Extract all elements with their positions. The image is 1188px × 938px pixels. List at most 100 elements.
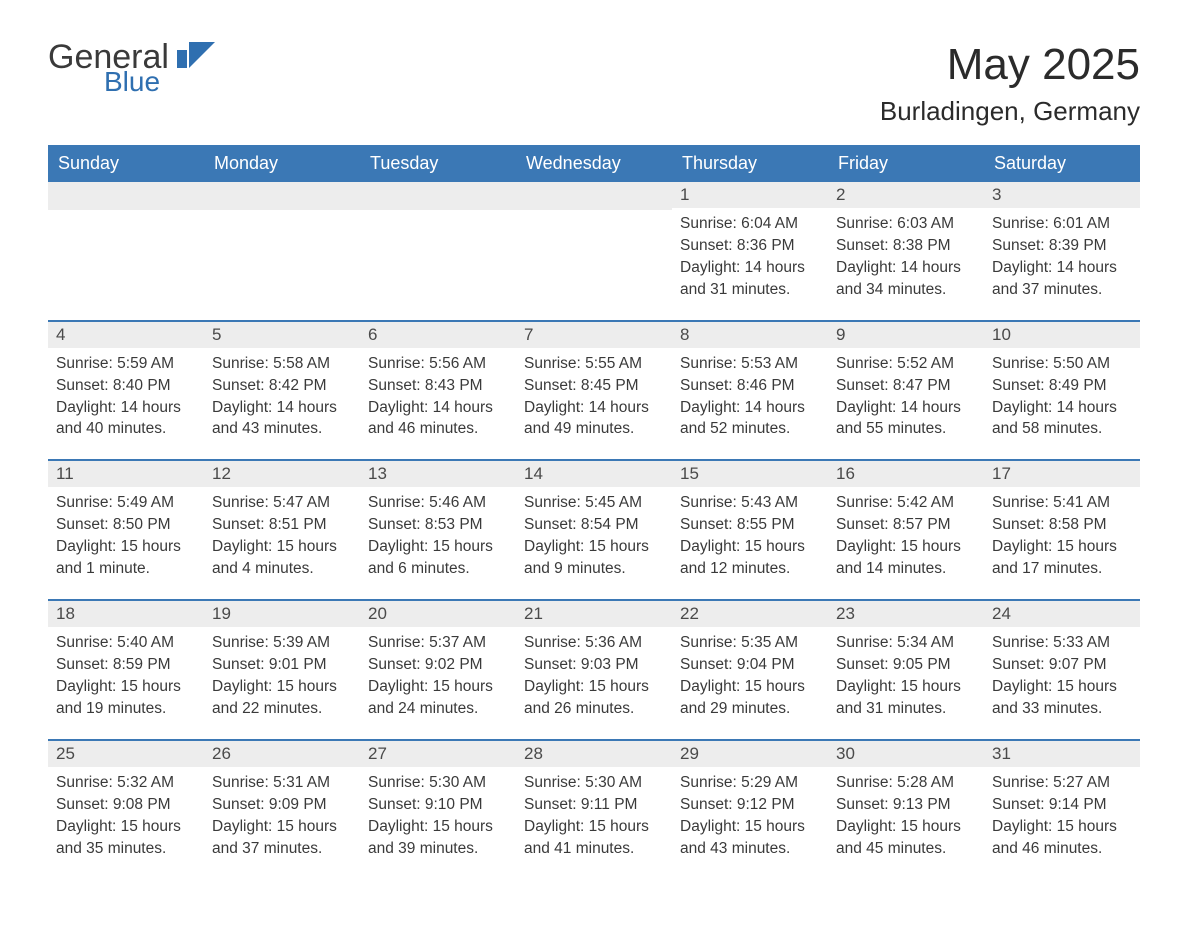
- day-body: Sunrise: 5:32 AMSunset: 9:08 PMDaylight:…: [48, 767, 204, 879]
- day-body: Sunrise: 5:30 AMSunset: 9:10 PMDaylight:…: [360, 767, 516, 879]
- sunrise-label: Sunrise: 5:49 AM: [56, 493, 196, 514]
- sunset-label: Sunset: 8:54 PM: [524, 515, 664, 536]
- day-cell: 25Sunrise: 5:32 AMSunset: 9:08 PMDayligh…: [48, 739, 204, 879]
- day-number: 13: [360, 459, 516, 487]
- day-number: 11: [48, 459, 204, 487]
- day-body: Sunrise: 5:49 AMSunset: 8:50 PMDaylight:…: [48, 487, 204, 599]
- daylight-label-line2: and 31 minutes.: [836, 699, 976, 720]
- day-number: 28: [516, 739, 672, 767]
- weekday-header: Thursday: [672, 145, 828, 182]
- day-number: 19: [204, 599, 360, 627]
- day-body: Sunrise: 5:56 AMSunset: 8:43 PMDaylight:…: [360, 348, 516, 460]
- day-number: [48, 182, 204, 210]
- daylight-label-line2: and 17 minutes.: [992, 559, 1132, 580]
- daylight-label-line1: Daylight: 15 hours: [836, 677, 976, 698]
- sunrise-label: Sunrise: 5:29 AM: [680, 773, 820, 794]
- sunset-label: Sunset: 8:43 PM: [368, 376, 508, 397]
- day-number: 29: [672, 739, 828, 767]
- daylight-label-line1: Daylight: 14 hours: [212, 398, 352, 419]
- day-body: Sunrise: 5:29 AMSunset: 9:12 PMDaylight:…: [672, 767, 828, 879]
- daylight-label-line1: Daylight: 15 hours: [836, 817, 976, 838]
- sunrise-label: Sunrise: 5:33 AM: [992, 633, 1132, 654]
- sunrise-label: Sunrise: 5:50 AM: [992, 354, 1132, 375]
- day-cell: 22Sunrise: 5:35 AMSunset: 9:04 PMDayligh…: [672, 599, 828, 739]
- sunset-label: Sunset: 8:46 PM: [680, 376, 820, 397]
- sunset-label: Sunset: 8:59 PM: [56, 655, 196, 676]
- daylight-label-line2: and 46 minutes.: [992, 839, 1132, 860]
- daylight-label-line1: Daylight: 14 hours: [680, 258, 820, 279]
- calendar: Sunday Monday Tuesday Wednesday Thursday…: [48, 145, 1140, 878]
- sunset-label: Sunset: 9:02 PM: [368, 655, 508, 676]
- sunset-label: Sunset: 8:40 PM: [56, 376, 196, 397]
- daylight-label-line2: and 39 minutes.: [368, 839, 508, 860]
- sunset-label: Sunset: 9:03 PM: [524, 655, 664, 676]
- daylight-label-line1: Daylight: 15 hours: [524, 537, 664, 558]
- day-cell: 21Sunrise: 5:36 AMSunset: 9:03 PMDayligh…: [516, 599, 672, 739]
- day-cell: 14Sunrise: 5:45 AMSunset: 8:54 PMDayligh…: [516, 459, 672, 599]
- daylight-label-line1: Daylight: 14 hours: [992, 258, 1132, 279]
- daylight-label-line2: and 26 minutes.: [524, 699, 664, 720]
- daylight-label-line2: and 4 minutes.: [212, 559, 352, 580]
- day-number: 22: [672, 599, 828, 627]
- day-body: Sunrise: 5:52 AMSunset: 8:47 PMDaylight:…: [828, 348, 984, 460]
- daylight-label-line2: and 46 minutes.: [368, 419, 508, 440]
- day-body: Sunrise: 5:45 AMSunset: 8:54 PMDaylight:…: [516, 487, 672, 599]
- sunrise-label: Sunrise: 5:32 AM: [56, 773, 196, 794]
- sunset-label: Sunset: 9:11 PM: [524, 795, 664, 816]
- daylight-label-line1: Daylight: 15 hours: [524, 817, 664, 838]
- day-cell: 29Sunrise: 5:29 AMSunset: 9:12 PMDayligh…: [672, 739, 828, 879]
- sunrise-label: Sunrise: 6:04 AM: [680, 214, 820, 235]
- daylight-label-line2: and 12 minutes.: [680, 559, 820, 580]
- daylight-label-line2: and 37 minutes.: [992, 280, 1132, 301]
- sunrise-label: Sunrise: 5:45 AM: [524, 493, 664, 514]
- sunset-label: Sunset: 9:01 PM: [212, 655, 352, 676]
- sunset-label: Sunset: 9:08 PM: [56, 795, 196, 816]
- day-cell: 6Sunrise: 5:56 AMSunset: 8:43 PMDaylight…: [360, 320, 516, 460]
- weekday-header: Monday: [204, 145, 360, 182]
- daylight-label-line2: and 45 minutes.: [836, 839, 976, 860]
- title-block: May 2025 Burladingen, Germany: [880, 40, 1140, 127]
- day-number: 12: [204, 459, 360, 487]
- day-cell: [516, 182, 672, 320]
- day-number: 14: [516, 459, 672, 487]
- day-body: Sunrise: 6:03 AMSunset: 8:38 PMDaylight:…: [828, 208, 984, 320]
- sunset-label: Sunset: 8:45 PM: [524, 376, 664, 397]
- sunrise-label: Sunrise: 5:52 AM: [836, 354, 976, 375]
- daylight-label-line1: Daylight: 15 hours: [212, 677, 352, 698]
- week-row: 18Sunrise: 5:40 AMSunset: 8:59 PMDayligh…: [48, 599, 1140, 739]
- day-body: Sunrise: 5:27 AMSunset: 9:14 PMDaylight:…: [984, 767, 1140, 879]
- day-number: 5: [204, 320, 360, 348]
- day-cell: 4Sunrise: 5:59 AMSunset: 8:40 PMDaylight…: [48, 320, 204, 460]
- day-body: Sunrise: 5:36 AMSunset: 9:03 PMDaylight:…: [516, 627, 672, 739]
- sunrise-label: Sunrise: 5:39 AM: [212, 633, 352, 654]
- day-cell: 11Sunrise: 5:49 AMSunset: 8:50 PMDayligh…: [48, 459, 204, 599]
- day-body: Sunrise: 5:59 AMSunset: 8:40 PMDaylight:…: [48, 348, 204, 460]
- daylight-label-line1: Daylight: 14 hours: [836, 258, 976, 279]
- sunset-label: Sunset: 8:50 PM: [56, 515, 196, 536]
- daylight-label-line2: and 6 minutes.: [368, 559, 508, 580]
- sunset-label: Sunset: 9:12 PM: [680, 795, 820, 816]
- weeks-container: 1Sunrise: 6:04 AMSunset: 8:36 PMDaylight…: [48, 182, 1140, 878]
- day-cell: 19 Sunrise: 5:39 AMSunset: 9:01 PMDayligh…: [204, 599, 360, 739]
- daylight-label-line1: Daylight: 15 hours: [212, 537, 352, 558]
- sunset-label: Sunset: 8:53 PM: [368, 515, 508, 536]
- page-title: May 2025: [880, 40, 1140, 90]
- day-number: 10: [984, 320, 1140, 348]
- sunrise-label: Sunrise: 5:55 AM: [524, 354, 664, 375]
- daylight-label-line1: Daylight: 15 hours: [368, 677, 508, 698]
- day-body: Sunrise: 5:37 AMSunset: 9:02 PMDaylight:…: [360, 627, 516, 739]
- day-number: 30: [828, 739, 984, 767]
- weekday-header: Sunday: [48, 145, 204, 182]
- daylight-label-line2: and 1 minute.: [56, 559, 196, 580]
- sunrise-label: Sunrise: 5:53 AM: [680, 354, 820, 375]
- day-body: Sunrise: 5:28 AMSunset: 9:13 PMDaylight:…: [828, 767, 984, 879]
- sunset-label: Sunset: 9:10 PM: [368, 795, 508, 816]
- sunset-label: Sunset: 8:49 PM: [992, 376, 1132, 397]
- day-cell: [360, 182, 516, 320]
- daylight-label-line1: Daylight: 15 hours: [680, 537, 820, 558]
- day-number: 24: [984, 599, 1140, 627]
- day-cell: 28Sunrise: 5:30 AMSunset: 9:11 PMDayligh…: [516, 739, 672, 879]
- daylight-label-line1: Daylight: 15 hours: [368, 537, 508, 558]
- sunrise-label: Sunrise: 5:30 AM: [368, 773, 508, 794]
- daylight-label-line2: and 22 minutes.: [212, 699, 352, 720]
